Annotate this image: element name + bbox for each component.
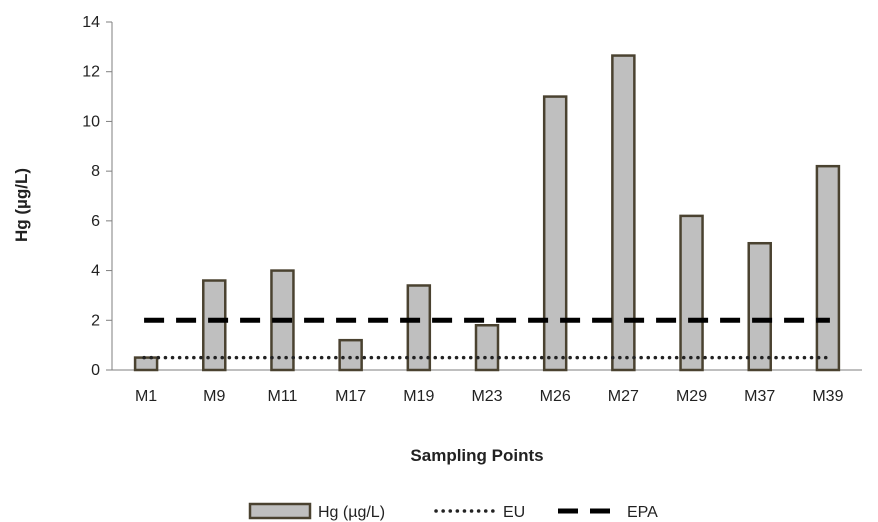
y-tick-label: 0 [91, 362, 100, 379]
x-tick-label: M11 [267, 388, 297, 405]
bar-m9 [202, 279, 227, 372]
x-tick-label: M37 [744, 388, 775, 405]
x-tick-label: M26 [540, 388, 571, 405]
bar-m37 [747, 241, 772, 372]
x-tick-label: M9 [203, 388, 225, 405]
reference-lines [142, 317, 832, 360]
x-tick-label: M39 [812, 388, 843, 405]
legend: Hg (µg/L) EU EPA [248, 502, 658, 521]
x-tick-label: M19 [403, 388, 434, 405]
x-tick-label: M27 [608, 388, 639, 405]
x-axis-title: Sampling Points [410, 446, 543, 465]
y-tick-label: 4 [91, 263, 100, 280]
bar-m23 [474, 324, 500, 372]
bar-m27 [611, 54, 636, 372]
y-tick-label: 14 [82, 14, 100, 31]
x-tick-label: M1 [135, 388, 157, 405]
y-tick-label: 6 [91, 213, 100, 230]
bar-m1 [133, 356, 159, 372]
y-tick-label: 8 [91, 163, 100, 180]
y-tick-label: 2 [91, 312, 100, 329]
x-tick-label: M17 [335, 388, 366, 405]
legend-label-epa: EPA [627, 504, 658, 521]
x-tick-label: M29 [676, 388, 707, 405]
legend-label-hg: Hg (µg/L) [318, 504, 385, 521]
bar-m26 [542, 95, 568, 372]
y-tick-label: 12 [82, 64, 100, 81]
legend-swatch-hg [248, 502, 312, 520]
y-axis-title: Hg (µg/L) [12, 168, 31, 242]
y-axis: 0 2 4 6 8 10 12 14 [82, 14, 113, 379]
x-tick-label: M23 [471, 388, 502, 405]
bar-m39 [815, 164, 841, 372]
y-tick-label: 10 [82, 113, 100, 130]
bar-m29 [679, 214, 704, 372]
bar-series-hg [133, 54, 841, 372]
x-axis: M1 M9 M11 M17 M19 M23 M26 M27 M29 M37 M39 [112, 369, 862, 405]
bar-m17 [338, 338, 363, 372]
bar-m19 [406, 284, 432, 372]
legend-label-eu: EU [503, 504, 525, 521]
